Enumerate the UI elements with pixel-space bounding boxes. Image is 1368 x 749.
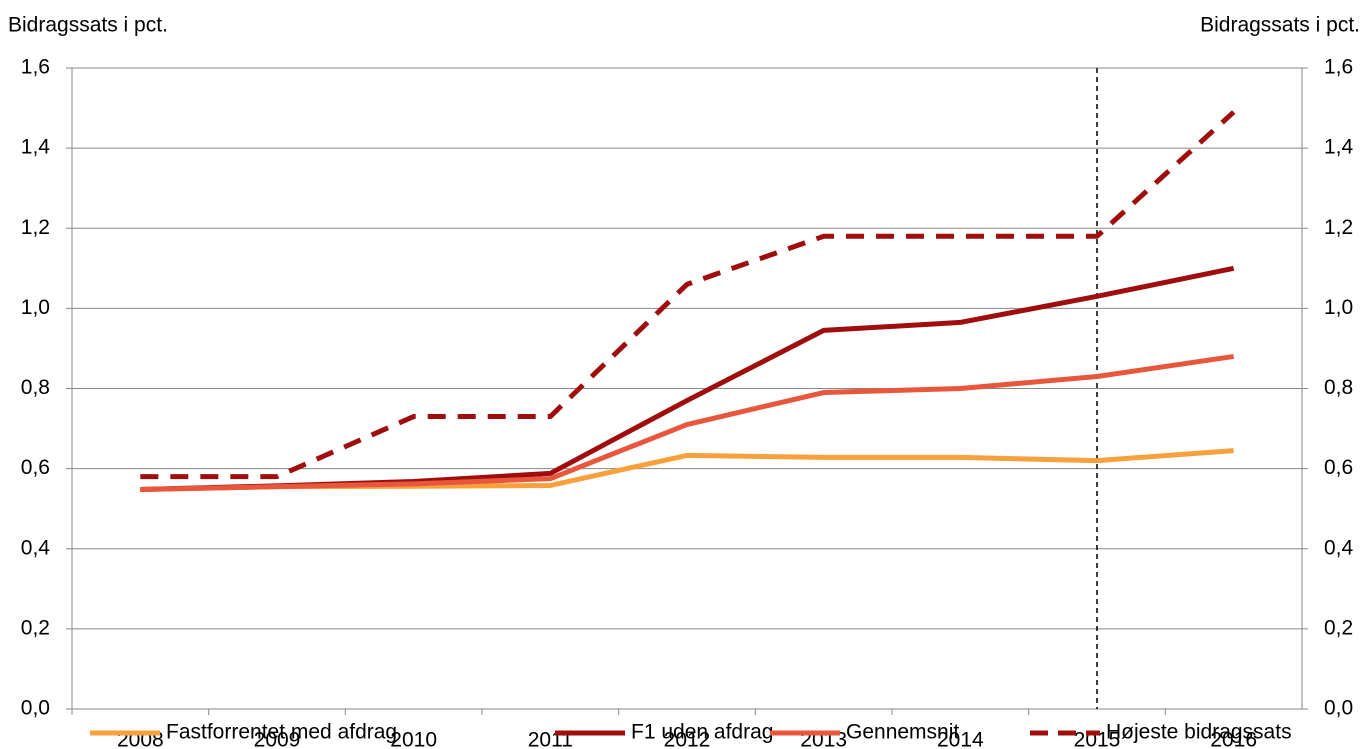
y-tick-label: 1,6 bbox=[21, 56, 50, 79]
legend-label: F1 uden afdrag bbox=[631, 721, 773, 744]
y2-tick-label: 1,2 bbox=[1324, 216, 1353, 239]
y2-tick-label: 0,2 bbox=[1324, 616, 1353, 639]
x-tick-label: 2016 bbox=[1210, 729, 1257, 749]
y2-tick-label: 0,8 bbox=[1324, 376, 1353, 399]
legend-label: Fastforrentet med afdrag bbox=[166, 721, 397, 744]
x-tick-label: 2015 bbox=[1074, 729, 1121, 749]
y-axis-title: Bidragssats i pct. bbox=[8, 14, 168, 37]
y2-tick-label: 0,6 bbox=[1324, 456, 1353, 479]
x-tick-label: 2010 bbox=[390, 729, 437, 749]
y2-tick-label: 1,0 bbox=[1324, 296, 1353, 319]
y-tick-label: 1,0 bbox=[21, 296, 50, 319]
y-tick-label: 0,4 bbox=[21, 536, 51, 559]
y2-axis-title: Bidragssats i pct. bbox=[1200, 14, 1360, 37]
y-tick-label: 0,6 bbox=[21, 456, 50, 479]
series-line bbox=[140, 353, 1235, 492]
x-tick-label: 2009 bbox=[254, 729, 301, 749]
x-tick-label: 2012 bbox=[664, 729, 711, 749]
y2-tick-label: 0,4 bbox=[1324, 536, 1354, 559]
legend-label: Gennemsnit bbox=[846, 721, 959, 744]
x-tick-label: 2014 bbox=[937, 729, 984, 749]
series-line bbox=[140, 110, 1236, 480]
y-tick-label: 1,4 bbox=[21, 136, 51, 159]
y-tick-label: 1,2 bbox=[21, 216, 50, 239]
y-tick-label: 0,0 bbox=[21, 697, 50, 720]
y-tick-label: 0,8 bbox=[21, 376, 50, 399]
legend-label: Højeste bidragssats bbox=[1106, 721, 1292, 744]
y2-tick-label: 0,0 bbox=[1324, 697, 1353, 720]
y-tick-label: 0,2 bbox=[21, 616, 50, 639]
y2-tick-label: 1,4 bbox=[1324, 136, 1354, 159]
y2-tick-label: 1,6 bbox=[1324, 56, 1353, 79]
